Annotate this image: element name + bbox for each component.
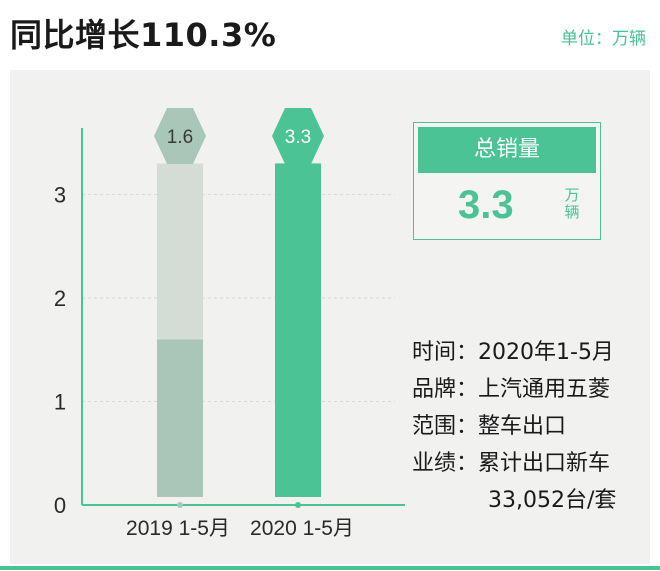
y-tick-label: 0: [54, 493, 66, 518]
y-tick-label: 3: [54, 183, 66, 208]
y-tick-label: 1: [54, 390, 66, 415]
bottom-accent-line: [0, 566, 660, 570]
x-axis-dot: [295, 502, 301, 508]
x-axis-dot: [177, 502, 183, 508]
info-label: 品牌：: [412, 377, 479, 402]
info-continuation: 33,052台/套: [488, 488, 617, 513]
info-value: 整车出口: [478, 414, 567, 439]
bar-2019-comparison-segment: [157, 163, 203, 340]
data-label-hexagon: [272, 108, 324, 164]
data-label: 3.3: [285, 127, 311, 148]
data-label-hexagon: [154, 108, 206, 164]
page-title: 同比增长110.3%: [10, 16, 277, 54]
total-sales-box: 总销量 3.3 万 辆: [413, 122, 601, 240]
total-unit-line1: 万: [564, 186, 580, 204]
x-category-label: 2019 1-5月: [126, 517, 230, 540]
total-sales-header: 总销量: [418, 127, 596, 173]
info-row-performance: 业绩：累计出口新车: [412, 445, 616, 482]
info-row-scope: 范围：整车出口: [412, 408, 616, 445]
data-label: 1.6: [167, 127, 193, 148]
total-sales-unit: 万 辆: [562, 187, 582, 221]
info-block: 时间：2020年1-5月 品牌：上汽通用五菱 范围：整车出口 业绩：累计出口新车…: [412, 334, 616, 519]
total-sales-value: 3.3: [458, 183, 514, 227]
info-row-time: 时间：2020年1-5月: [412, 334, 616, 371]
info-row-brand: 品牌：上汽通用五菱: [412, 371, 616, 408]
x-category-label: 2020 1-5月: [250, 517, 354, 540]
info-value: 2020年1-5月: [478, 340, 614, 365]
info-label: 范围：: [412, 414, 479, 439]
info-value: 累计出口新车: [478, 451, 611, 476]
info-label: 业绩：: [412, 451, 479, 476]
bar-2020: [275, 163, 321, 497]
info-value: 上汽通用五菱: [478, 377, 611, 402]
total-unit-line2: 辆: [564, 203, 580, 221]
info-label: 时间：: [412, 340, 479, 365]
bar-2019: [157, 339, 203, 497]
y-tick-label: 2: [54, 286, 66, 311]
unit-label: 单位：万辆: [561, 29, 646, 49]
